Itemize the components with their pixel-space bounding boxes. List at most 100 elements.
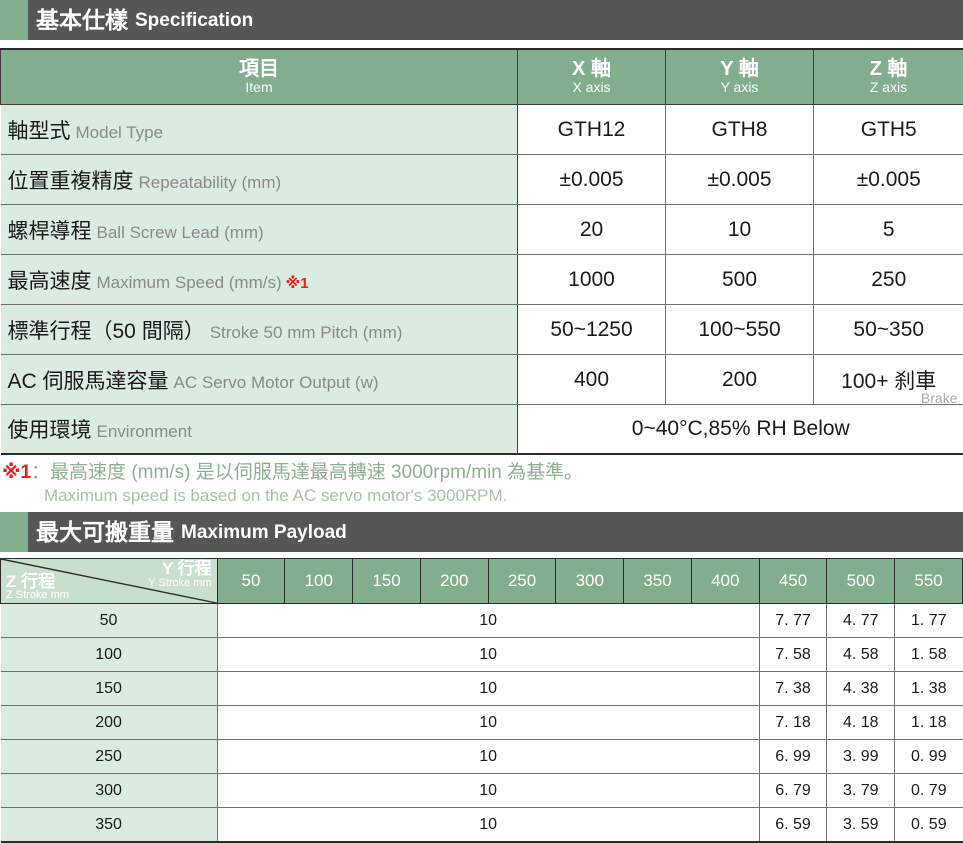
payload-value-550: 1. 77 [895, 604, 963, 638]
spec-header-item-cn: 項目 [1, 59, 517, 80]
table-row: 250 10 6. 99 3. 99 0. 99 [1, 740, 963, 774]
payload-row-header: 300 [1, 774, 218, 808]
payload-row-header: 350 [1, 808, 218, 843]
corner-y-label-cn: Y 行程 [148, 560, 211, 578]
spec-header-z-en: Z axis [814, 80, 963, 95]
spec-sheet-page: 基本仕樣 Specification 項目 Item X 軸 X axis Y … [0, 0, 963, 822]
footnote-text-cn: ：最高速度 (mm/s) 是以伺服馬達最高轉速 3000rpm/min 為基準。 [31, 462, 583, 483]
payload-value-450: 6. 99 [759, 740, 827, 774]
payload-col-header-300: 300 [556, 559, 624, 604]
corner-z-label-en: Z Stroke mm [6, 590, 69, 602]
payload-col-header-150: 150 [353, 559, 421, 604]
payload-banner: 最大可搬重量 Maximum Payload [0, 512, 963, 552]
payload-table-body: 50 10 7. 77 4. 77 1. 77 100 10 7. 58 4. … [1, 604, 963, 843]
payload-value-550: 0. 79 [895, 774, 963, 808]
specification-banner: 基本仕樣 Specification [0, 0, 963, 40]
payload-merged-value: 10 [217, 706, 759, 740]
item-label-en: Stroke 50 mm Pitch (mm) [210, 323, 403, 342]
spec-value-x: GTH12 [518, 105, 666, 155]
payload-col-header-450: 450 [759, 559, 827, 604]
payload-merged-value: 10 [217, 808, 759, 843]
banner-title: 最大可搬重量 Maximum Payload [28, 512, 347, 552]
item-label-cn: 標準行程（50 間隔） [8, 320, 205, 343]
item-label-en: Model Type [76, 123, 164, 142]
footnote-marker: ※1 [286, 275, 309, 292]
spec-header-y-en: Y axis [666, 80, 813, 95]
spec-item-repeatability: 位置重複精度 Repeatability (mm) [1, 155, 518, 205]
footnote-marker-1: ※1 [2, 462, 31, 483]
payload-merged-value: 10 [217, 672, 759, 706]
payload-row-header: 50 [1, 604, 218, 638]
payload-value-550: 1. 58 [895, 638, 963, 672]
payload-col-header-100: 100 [285, 559, 353, 604]
corner-y-label-en: Y Stroke mm [148, 578, 211, 590]
maximum-payload-table: Y 行程 Y Stroke mm Z 行程 Z Stroke mm 50 100… [0, 558, 963, 843]
spec-header-y-axis: Y 軸 Y axis [666, 49, 814, 105]
table-row: 300 10 6. 79 3. 79 0. 79 [1, 774, 963, 808]
payload-col-header-350: 350 [624, 559, 692, 604]
payload-col-header-550: 550 [895, 559, 963, 604]
banner-title-cn: 基本仕樣 [36, 9, 128, 32]
payload-value-550: 1. 38 [895, 672, 963, 706]
spec-header-row: 項目 Item X 軸 X axis Y 軸 Y axis Z 軸 Z axis [1, 49, 963, 105]
payload-value-450: 6. 59 [759, 808, 827, 843]
spec-value-z: GTH5 [814, 105, 963, 155]
spec-header-x-axis: X 軸 X axis [518, 49, 666, 105]
item-label-cn: 螺桿導程 [8, 220, 92, 243]
corner-z-label-cn: Z 行程 [6, 573, 69, 591]
spec-value-z: 250 [814, 255, 963, 305]
payload-merged-value: 10 [217, 604, 759, 638]
item-label-cn: 位置重複精度 [8, 170, 134, 193]
item-label-en: Repeatability (mm) [139, 173, 282, 192]
payload-value-550: 0. 59 [895, 808, 963, 843]
corner-z-label: Z 行程 Z Stroke mm [6, 573, 69, 602]
payload-row-header: 150 [1, 672, 218, 706]
payload-value-450: 7. 77 [759, 604, 827, 638]
spec-value-z-brake-sub: Brake [921, 391, 958, 405]
banner-accent-tab [0, 0, 28, 40]
spec-value-y: GTH8 [666, 105, 814, 155]
payload-value-550: 0. 99 [895, 740, 963, 774]
spec-header-z-axis: Z 軸 Z axis [814, 49, 963, 105]
spec-header-z-cn: Z 軸 [814, 59, 963, 80]
spec-value-x: 1000 [518, 255, 666, 305]
payload-col-header-250: 250 [488, 559, 556, 604]
payload-col-header-50: 50 [217, 559, 285, 604]
table-row: 150 10 7. 38 4. 38 1. 38 [1, 672, 963, 706]
spec-item-stroke: 標準行程（50 間隔） Stroke 50 mm Pitch (mm) [1, 305, 518, 355]
banner-accent-tab [0, 512, 28, 552]
payload-header-row: Y 行程 Y Stroke mm Z 行程 Z Stroke mm 50 100… [1, 559, 963, 604]
spec-value-x: 50~1250 [518, 305, 666, 355]
item-label-en: AC Servo Motor Output (w) [174, 373, 379, 392]
payload-value-500: 4. 58 [827, 638, 895, 672]
spec-value-x: 400 [518, 355, 666, 405]
spec-value-y: 100~550 [666, 305, 814, 355]
payload-value-550: 1. 18 [895, 706, 963, 740]
payload-col-header-500: 500 [827, 559, 895, 604]
banner-title-en: Maximum Payload [181, 523, 347, 542]
spec-value-y: 500 [666, 255, 814, 305]
item-label-en: Maximum Speed (mm/s) [97, 273, 282, 292]
spec-value-z: 50~350 [814, 305, 963, 355]
spec-header-x-en: X axis [518, 80, 665, 95]
table-row: 標準行程（50 間隔） Stroke 50 mm Pitch (mm) 50~12… [1, 305, 963, 355]
spec-value-y: 200 [666, 355, 814, 405]
spec-value-z: 5 [814, 205, 963, 255]
spec-value-z-brake: 100+ 刹車 Brake [814, 355, 963, 405]
footnote-block: ※1：最高速度 (mm/s) 是以伺服馬達最高轉速 3000rpm/min 為基… [2, 461, 963, 506]
spec-header-item-en: Item [1, 80, 517, 95]
payload-row-header: 200 [1, 706, 218, 740]
table-row: 100 10 7. 58 4. 58 1. 58 [1, 638, 963, 672]
payload-value-450: 7. 18 [759, 706, 827, 740]
corner-y-label: Y 行程 Y Stroke mm [148, 560, 211, 589]
payload-row-header: 100 [1, 638, 218, 672]
